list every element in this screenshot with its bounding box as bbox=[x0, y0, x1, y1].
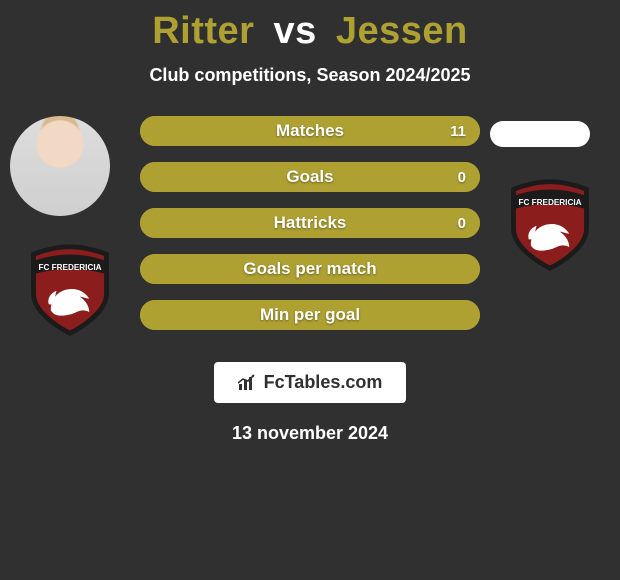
watermark-badge: FcTables.com bbox=[214, 362, 407, 403]
player2-photo-placeholder bbox=[490, 121, 590, 147]
stat-label: Min per goal bbox=[260, 305, 360, 325]
stat-right-value: 11 bbox=[450, 116, 466, 146]
stat-row: Min per goal bbox=[140, 300, 480, 330]
crest-banner-text: FC FREDERICIA bbox=[39, 263, 102, 272]
player1-club-crest: FC FREDERICIA bbox=[22, 241, 118, 337]
stat-row: Goals 0 bbox=[140, 162, 480, 192]
vs-text: vs bbox=[274, 10, 317, 52]
stat-right-value: 0 bbox=[458, 162, 466, 192]
bar-chart-icon bbox=[238, 374, 258, 392]
crest-banner-text: FC FREDERICIA bbox=[519, 198, 582, 207]
stat-bars: Matches 11 Goals 0 Hattricks 0 Goals per match… bbox=[140, 116, 480, 346]
player2-club-crest: FC FREDERICIA bbox=[502, 176, 598, 272]
stat-label: Goals per match bbox=[243, 259, 376, 279]
stat-label: Matches bbox=[276, 121, 344, 141]
stat-right-value: 0 bbox=[458, 208, 466, 238]
watermark-text: FcTables.com bbox=[264, 372, 383, 393]
player2-name: Jessen bbox=[336, 10, 468, 52]
snapshot-date: 13 november 2024 bbox=[0, 423, 620, 444]
club-crest-icon: FC FREDERICIA bbox=[502, 176, 598, 272]
player1-name: Ritter bbox=[152, 10, 254, 52]
comparison-title: Ritter vs Jessen bbox=[0, 0, 620, 53]
stat-row: Matches 11 bbox=[140, 116, 480, 146]
stat-row: Goals per match bbox=[140, 254, 480, 284]
subtitle: Club competitions, Season 2024/2025 bbox=[0, 65, 620, 86]
stat-row: Hattricks 0 bbox=[140, 208, 480, 238]
player1-photo bbox=[10, 116, 110, 216]
club-crest-icon: FC FREDERICIA bbox=[22, 241, 118, 337]
stat-label: Goals bbox=[286, 167, 333, 187]
stats-stage: FC FREDERICIA FC FREDERICIA Matches 11 Goa… bbox=[0, 106, 620, 356]
stat-label: Hattricks bbox=[274, 213, 347, 233]
